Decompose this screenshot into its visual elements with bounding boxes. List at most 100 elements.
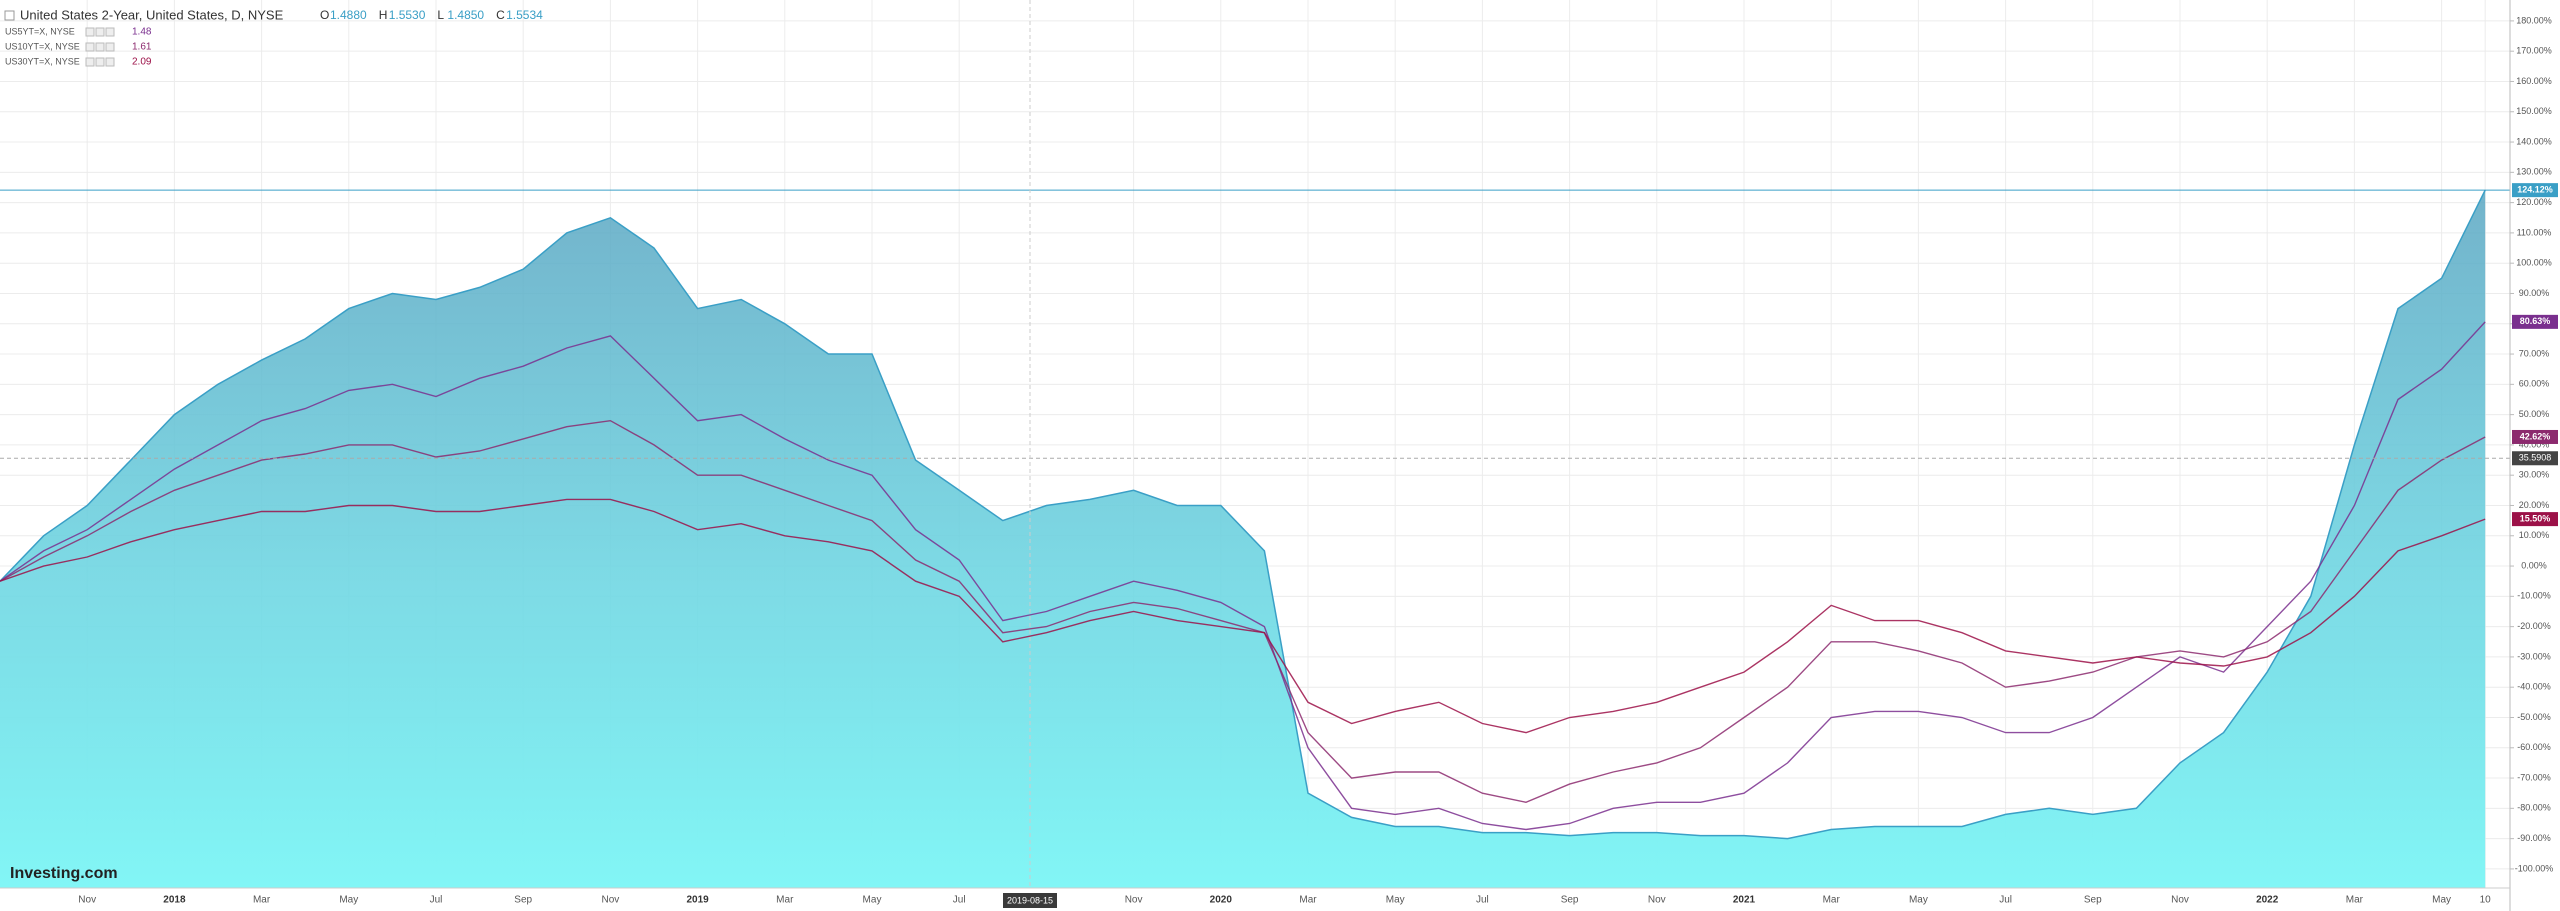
y-tick-label: 150.00% [2516, 106, 2552, 116]
x-tick-label: Nov [1648, 895, 1666, 906]
x-tick-label: 10 [2480, 895, 2492, 906]
y-tick-label: 180.00% [2516, 15, 2552, 25]
ohlc-label: C [496, 8, 505, 22]
area [0, 190, 2486, 888]
ohlc-label: O [320, 8, 329, 22]
y-tick-label: -60.00% [2517, 742, 2551, 752]
legend-icon [85, 57, 95, 67]
crosshair-y-box [2512, 451, 2558, 466]
legend-name: US10YT=X, NYSE [5, 41, 80, 51]
legend-icon [105, 57, 115, 67]
data-layer [0, 189, 2486, 888]
y-tick-label: -20.00% [2517, 621, 2551, 631]
series-line [0, 321, 2486, 831]
ohlc-value: 1.4880 [330, 8, 367, 22]
y-tick-label: 60.00% [2519, 379, 2550, 389]
last-value-label: 80.63% [2520, 316, 2551, 326]
y-tick-label: 0.00% [2521, 560, 2547, 570]
y-tick-label: -40.00% [2517, 682, 2551, 692]
x-tick-label: Mar [253, 895, 271, 906]
x-tick-label: Mar [776, 895, 794, 906]
y-tick-label: 160.00% [2516, 76, 2552, 86]
x-tick-label: Nov [602, 895, 620, 906]
x-tick-label: Nov [78, 895, 96, 906]
crosshair-y-label: 35.5908 [2519, 453, 2552, 463]
ohlc-label: L [437, 8, 444, 22]
y-tick-label: -90.00% [2517, 833, 2551, 843]
ohlc-value: 1.5534 [506, 8, 543, 22]
x-tick-label: May [1386, 895, 1405, 906]
ohlc-value: 1.5530 [389, 8, 426, 22]
legend-quote: 2.09 [132, 57, 152, 68]
y-tick-label: 100.00% [2516, 258, 2552, 268]
x-tick-label: Jul [1476, 895, 1489, 906]
x-tick-label: Jul [953, 895, 966, 906]
x-tick-label: May [863, 895, 882, 906]
y-tick-label: -100.00% [2515, 863, 2554, 873]
x-tick-label: Mar [1299, 895, 1317, 906]
legend-quote: 1.61 [132, 42, 152, 53]
x-tick-label: Jul [1999, 895, 2012, 906]
y-tick-label: -10.00% [2517, 591, 2551, 601]
x-tick-label: Nov [2171, 895, 2189, 906]
x-tick-label: 2022 [2256, 895, 2279, 906]
y-tick-label: 140.00% [2516, 136, 2552, 146]
y-tick-label: 10.00% [2519, 530, 2550, 540]
last-value-label: 42.62% [2520, 431, 2551, 441]
legend-icon [95, 57, 105, 67]
legend-icon [105, 27, 115, 37]
ohlc-value: 1.4850 [447, 8, 484, 22]
x-tick-label: May [2432, 895, 2451, 906]
legend-name: US5YT=X, NYSE [5, 26, 75, 36]
x-tick-label: Mar [2346, 895, 2364, 906]
y-tick-label: 90.00% [2519, 288, 2550, 298]
y-tick-label: 30.00% [2519, 470, 2550, 480]
x-tick-label: Sep [1561, 895, 1579, 906]
x-tick-label: Nov [1125, 895, 1143, 906]
x-tick-label: 2018 [163, 895, 186, 906]
y-tick-label: 120.00% [2516, 197, 2552, 207]
last-value-label: 124.12% [2517, 185, 2553, 195]
x-tick-label: 2020 [1210, 895, 1233, 906]
y-tick-label: 70.00% [2519, 348, 2550, 358]
legend-quote: 1.48 [132, 27, 152, 38]
y-tick-label: 50.00% [2519, 409, 2550, 419]
last-value-box [2512, 512, 2558, 527]
collapse-icon [4, 10, 15, 21]
legend-icon [95, 27, 105, 37]
x-tick-label: 2019 [686, 895, 709, 906]
x-tick-label: Sep [514, 895, 532, 906]
y-tick-label: -30.00% [2517, 651, 2551, 661]
y-tick-label: 20.00% [2519, 500, 2550, 510]
crosshair-x-label: 2019-08-15 [1007, 895, 1053, 905]
ohlc-label: H [379, 8, 388, 22]
crosshair-x-box [1003, 893, 1057, 908]
x-tick-label: May [339, 895, 358, 906]
last-value-box [2512, 429, 2558, 444]
watermark: Investing.com [10, 865, 118, 882]
x-tick-label: Jul [430, 895, 443, 906]
y-tick-label: -70.00% [2517, 772, 2551, 782]
legend-icon [85, 27, 95, 37]
legend-name: US30YT=X, NYSE [5, 56, 80, 66]
legend-icon [95, 42, 105, 52]
x-tick-label: 2021 [1733, 895, 1756, 906]
x-tick-label: May [1909, 895, 1928, 906]
main-series-title: United States 2-Year, United States, D, … [20, 7, 284, 22]
last-value-box [2512, 314, 2558, 329]
last-value-box [2512, 183, 2558, 198]
x-tick-label: Mar [1823, 895, 1841, 906]
x-tick-label: Sep [2084, 895, 2102, 906]
series-line [0, 498, 2486, 734]
last-value-label: 15.50% [2520, 513, 2551, 523]
y-tick-label: -80.00% [2517, 803, 2551, 813]
y-tick-label: 40.00% [2519, 439, 2550, 449]
legend-icon [105, 42, 115, 52]
y-tick-label: 170.00% [2516, 46, 2552, 56]
y-tick-label: -50.00% [2517, 712, 2551, 722]
y-tick-label: 110.00% [2517, 227, 2552, 237]
y-tick-label: 130.00% [2516, 167, 2552, 177]
